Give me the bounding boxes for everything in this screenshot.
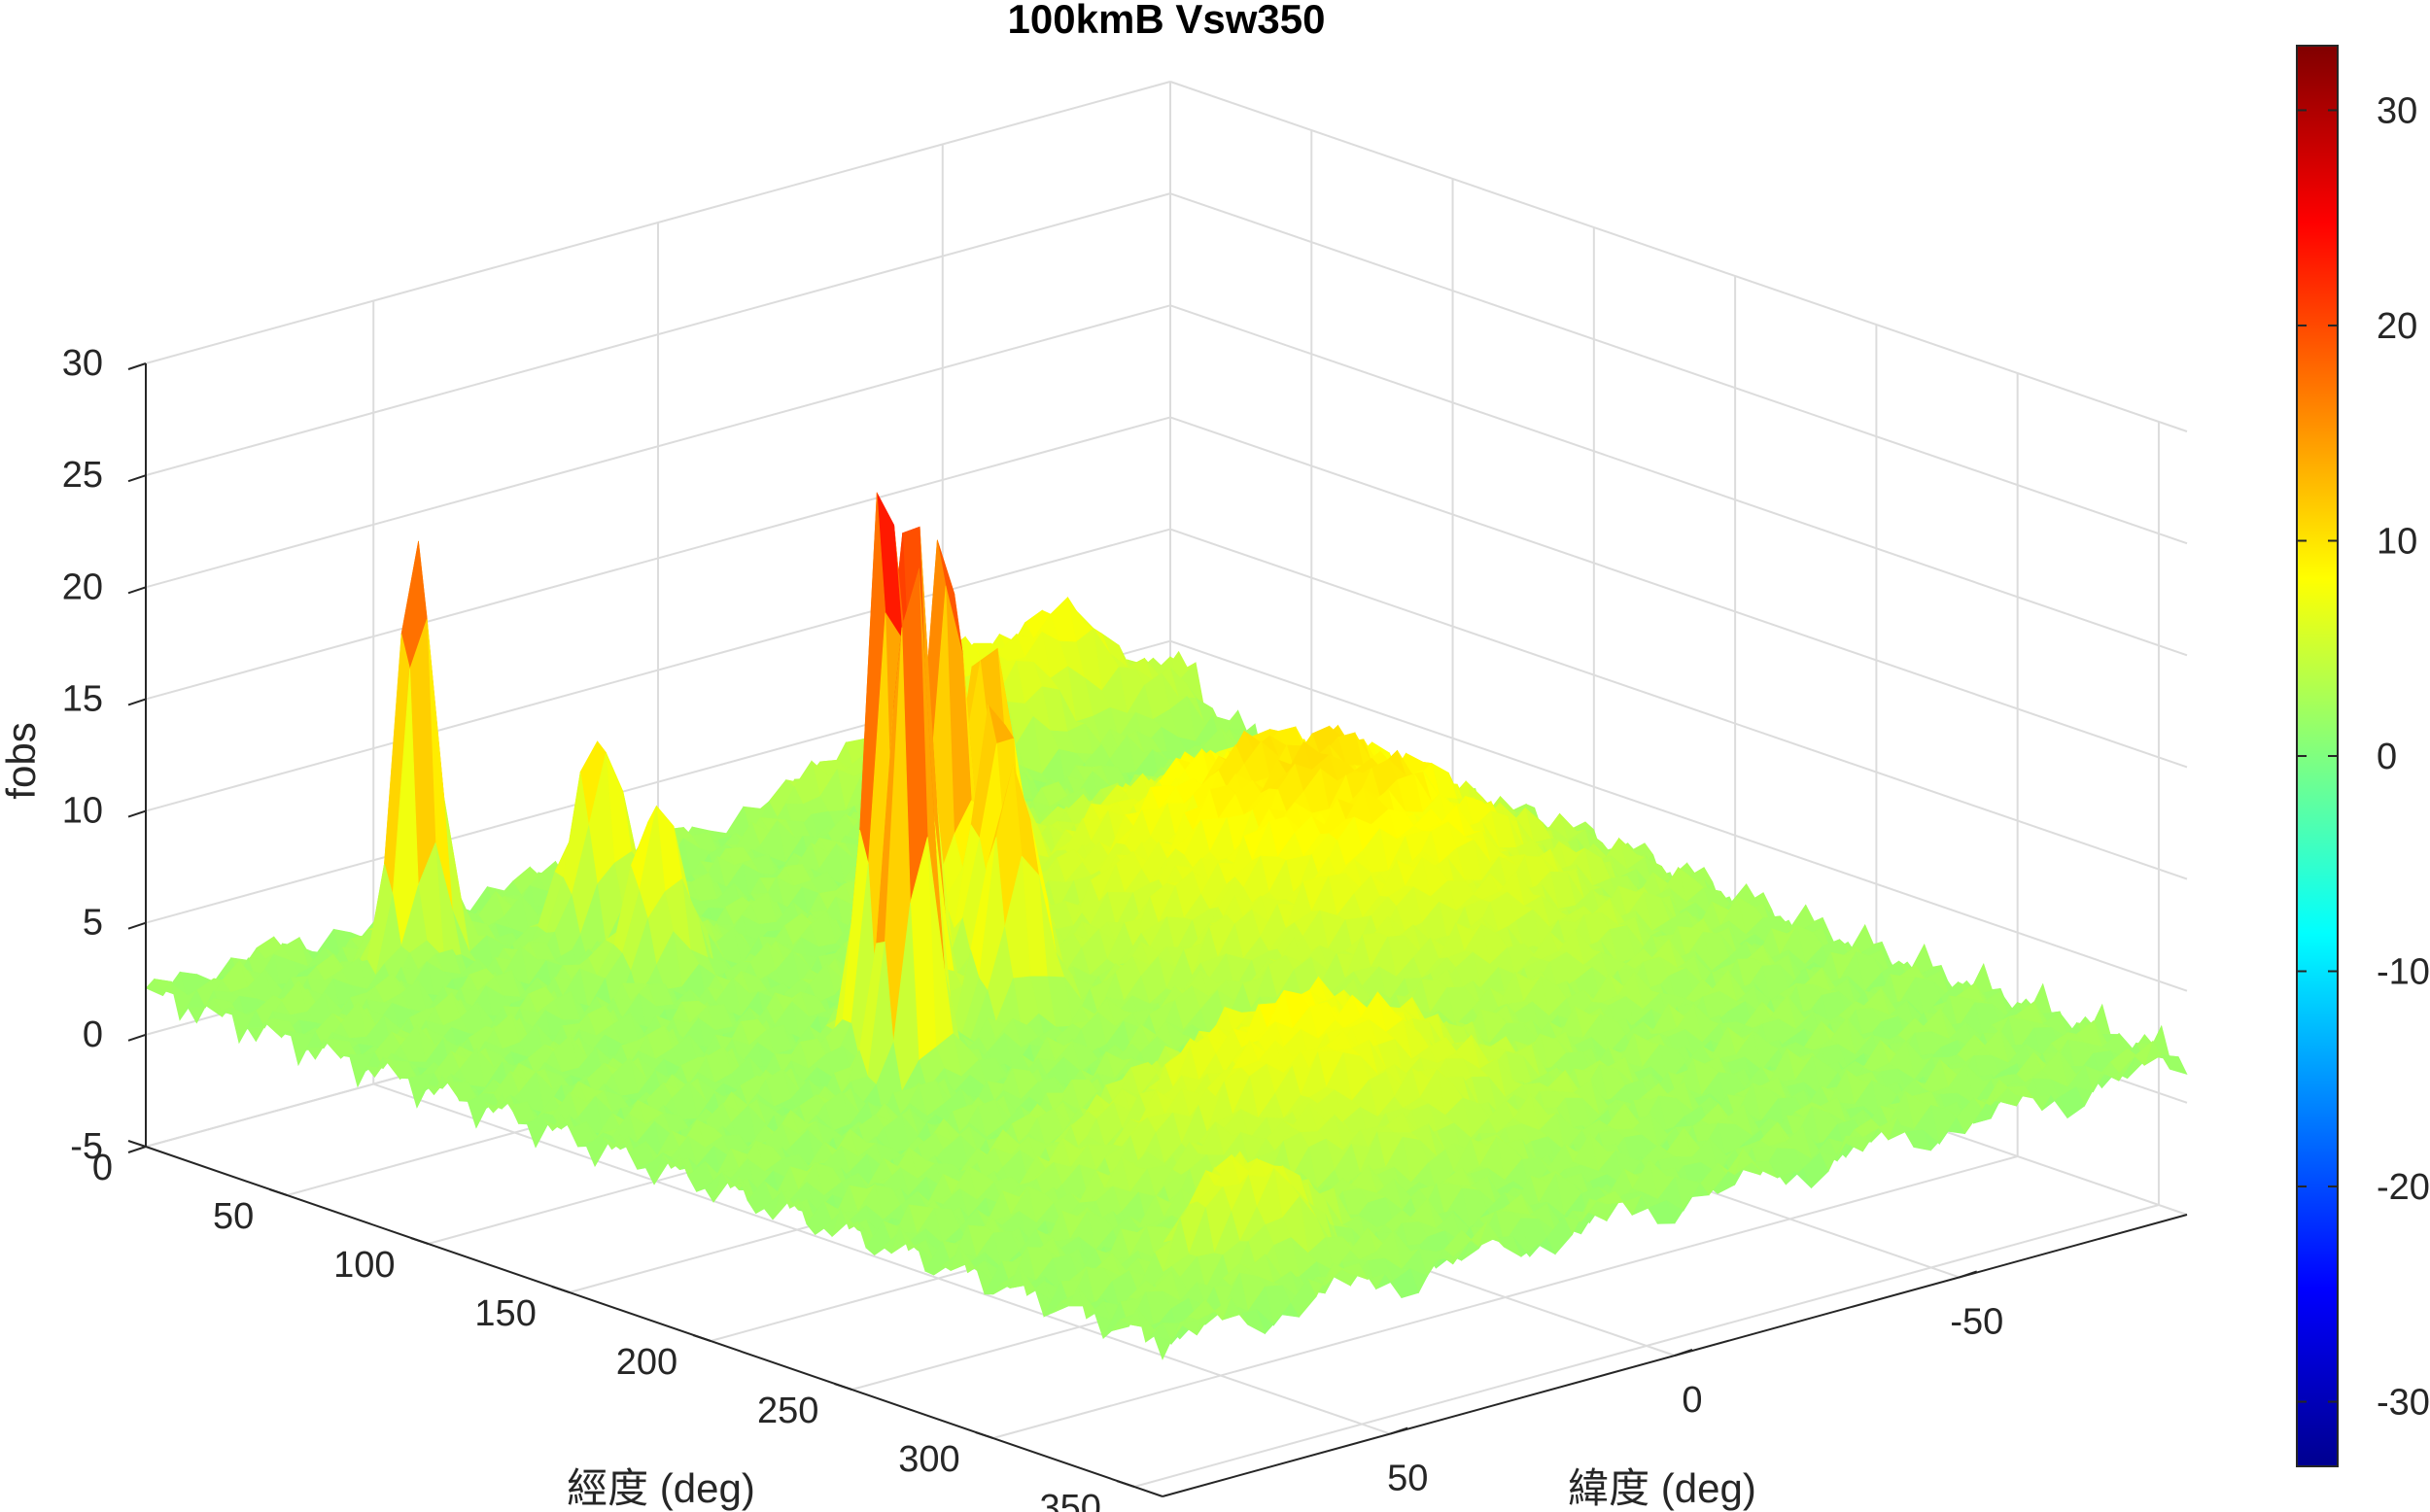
grid-line: [1169, 416, 2188, 769]
grid-line: [1169, 304, 2188, 657]
grid-line: [372, 1082, 1391, 1435]
surface-patch: [2161, 1054, 2188, 1075]
grid-line: [1169, 81, 2188, 432]
surface-mesh: [145, 492, 2188, 1360]
grid-line: [1169, 192, 2188, 545]
